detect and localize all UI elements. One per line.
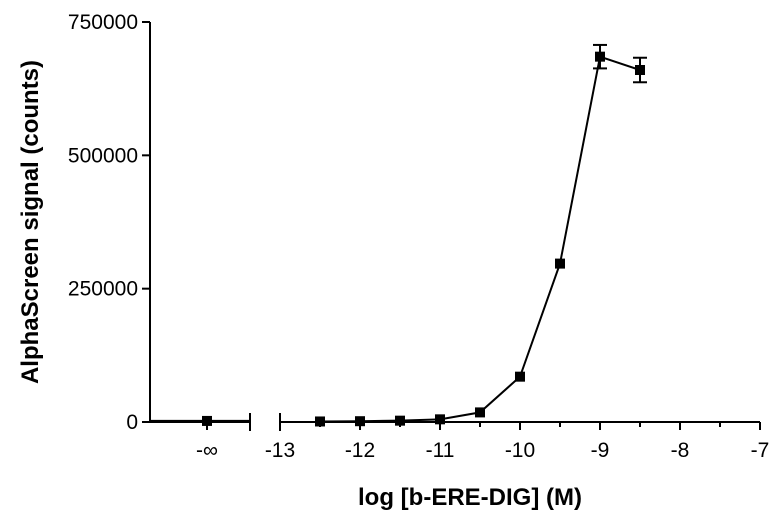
data-point-marker [435,414,445,425]
y-axis-ticks: 0 250000 500000 750000 [68,11,150,434]
y-tick-label: 0 [126,411,138,434]
x-tick-label: -12 [345,439,375,462]
y-tick-label: 500000 [68,144,138,167]
data-point-marker [515,371,525,382]
x-tick-label: -13 [265,439,295,462]
y-tick-label: 750000 [68,11,138,34]
data-point-marker [475,407,485,418]
data-point-marker [635,65,645,75]
x-tick-label: -10 [505,439,535,462]
series-line [319,55,641,423]
x-axis-ticks: -∞ -13 -12 -11 -10 -9 -8 -7 [196,422,769,462]
y-tick-label: 250000 [68,278,138,301]
data-point-marker [595,51,605,62]
data-point-marker [395,415,405,426]
data-point-marker [555,258,565,269]
control-point-marker [202,415,212,426]
data-point-marker [355,416,365,427]
x-tick-label: -9 [591,439,610,462]
data-point-marker [315,416,325,427]
axes [149,22,760,431]
y-axis-title: AlphaScreen signal (counts) [17,60,44,384]
x-tick-label-control: -∞ [196,439,218,462]
plot-area [150,43,647,427]
x-tick-label: -11 [426,439,455,462]
x-axis-title: log [b-ERE-DIG] (M) [358,484,582,511]
x-tick-label: -7 [751,439,770,462]
x-tick-label: -8 [671,439,690,462]
